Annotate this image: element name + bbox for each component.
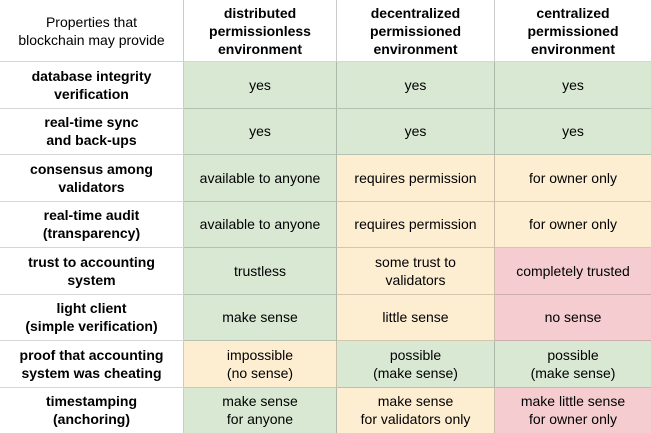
value-cell: for owner only [495, 201, 651, 249]
table-row-proof-of-cheating: proof that accounting system was cheatin… [0, 341, 651, 388]
table-row-light-client: light client (simple verification) make … [0, 294, 651, 342]
property-cell: trust to accounting system [0, 248, 184, 295]
table-row-realtime-audit: real-time audit (transparency) available… [0, 201, 651, 249]
value-cell: possible (make sense) [337, 341, 495, 388]
property-cell: real-time sync and back-ups [0, 108, 184, 156]
table-row-trust: trust to accounting system trustless som… [0, 248, 651, 295]
column-header-centralized-permissioned: centralized permissioned environment [495, 0, 651, 62]
value-cell: make sense for anyone [184, 387, 337, 433]
header-row: Properties that blockchain may provide d… [0, 0, 651, 62]
value-cell: for owner only [495, 155, 651, 202]
value-cell: possible (make sense) [495, 341, 651, 388]
value-cell: completely trusted [495, 248, 651, 295]
property-cell: real-time audit (transparency) [0, 201, 184, 249]
property-cell: proof that accounting system was cheatin… [0, 341, 184, 388]
table-row-timestamping: timestamping (anchoring) make sense for … [0, 387, 651, 433]
value-cell: make little sense for owner only [495, 387, 651, 433]
value-cell: requires permission [337, 201, 495, 249]
property-cell: consensus among validators [0, 155, 184, 202]
value-cell: yes [184, 108, 337, 156]
table-row-realtime-sync: real-time sync and back-ups yes yes yes [0, 108, 651, 156]
value-cell: some trust to validators [337, 248, 495, 295]
value-cell: yes [337, 108, 495, 156]
value-cell: yes [495, 62, 651, 109]
table-row-database-integrity: database integrity verification yes yes … [0, 62, 651, 109]
property-cell: timestamping (anchoring) [0, 387, 184, 433]
value-cell: requires permission [337, 155, 495, 202]
value-cell: yes [337, 62, 495, 109]
value-cell: little sense [337, 294, 495, 342]
column-header-decentralized-permissioned: decentralized permissioned environment [337, 0, 495, 62]
value-cell: trustless [184, 248, 337, 295]
property-cell: light client (simple verification) [0, 294, 184, 342]
column-header-distributed-permissionless: distributed permissionless environment [184, 0, 337, 62]
value-cell: available to anyone [184, 201, 337, 249]
value-cell: available to anyone [184, 155, 337, 202]
table-row-consensus: consensus among validators available to … [0, 155, 651, 202]
value-cell: yes [495, 108, 651, 156]
value-cell: no sense [495, 294, 651, 342]
value-cell: make sense for validators only [337, 387, 495, 433]
corner-header-cell: Properties that blockchain may provide [0, 0, 184, 62]
property-cell: database integrity verification [0, 62, 184, 109]
value-cell: impossible (no sense) [184, 341, 337, 388]
value-cell: yes [184, 62, 337, 109]
value-cell: make sense [184, 294, 337, 342]
